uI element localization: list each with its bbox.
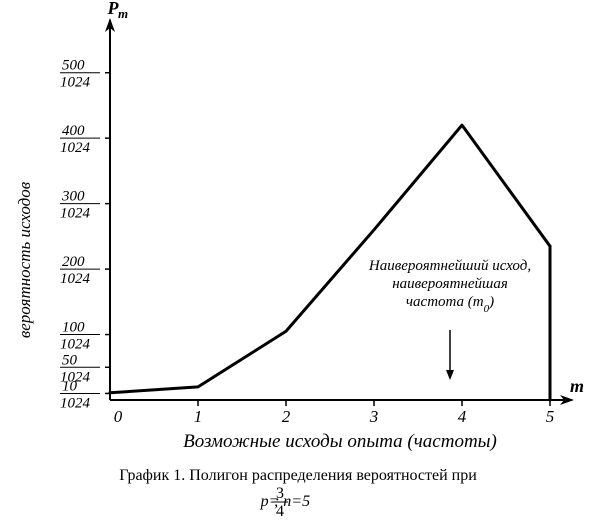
annotation: Наивероятнейший исход, наивероятнейшая ч… [368, 258, 531, 380]
annotation-line-3: частота (m0) [406, 294, 494, 315]
annotation-arrowhead [446, 370, 454, 380]
y-tick-group: 1010245010241001024200102430010244001024… [60, 58, 110, 412]
x-tick-group: 0 1 2 3 4 5 [114, 400, 555, 426]
caption: График 1. Полигон распределения вероятно… [119, 467, 477, 520]
y-tick-denominator: 1024 [60, 75, 91, 91]
y-tick-numerator: 300 [61, 189, 85, 205]
x-tick-label: 1 [194, 407, 203, 426]
y-tick-denominator: 1024 [60, 140, 91, 156]
x-axis-title: Возможные исходы опыта (частоты) [183, 431, 497, 452]
x-tick-label: 2 [282, 407, 291, 426]
caption-line-1: График 1. Полигон распределения вероятно… [119, 467, 477, 484]
y-tick-denominator: 1024 [60, 337, 91, 353]
y-tick-denominator: 1024 [60, 395, 91, 411]
y-tick-denominator: 1024 [60, 206, 91, 222]
y-axis-title: вероятность исходов [15, 181, 34, 338]
y-axis-top-label-sub: m [118, 6, 128, 21]
y-tick-numerator: 500 [62, 58, 85, 74]
x-axis-end-label: m [570, 376, 584, 396]
x-tick-label: 0 [114, 407, 123, 426]
caption-formula-suffix: ; n=5 [274, 493, 310, 510]
annotation-line-1: Наивероятнейший исход, [368, 258, 531, 274]
y-tick-numerator: 100 [62, 320, 85, 336]
chart-container: P m m вероятность исходов Возможные исхо… [0, 0, 596, 525]
y-tick-numerator: 50 [62, 352, 78, 368]
y-tick-numerator: 200 [62, 254, 85, 270]
chart-svg: P m m вероятность исходов Возможные исхо… [0, 0, 596, 525]
y-tick-denominator: 1024 [60, 271, 91, 287]
x-tick-label: 5 [546, 407, 555, 426]
y-tick-denominator: 1024 [60, 369, 91, 385]
x-tick-label: 3 [369, 407, 379, 426]
x-tick-label: 4 [458, 407, 467, 426]
y-tick-numerator: 400 [62, 123, 85, 139]
annotation-line-2: наивероятнейшая [392, 276, 508, 292]
